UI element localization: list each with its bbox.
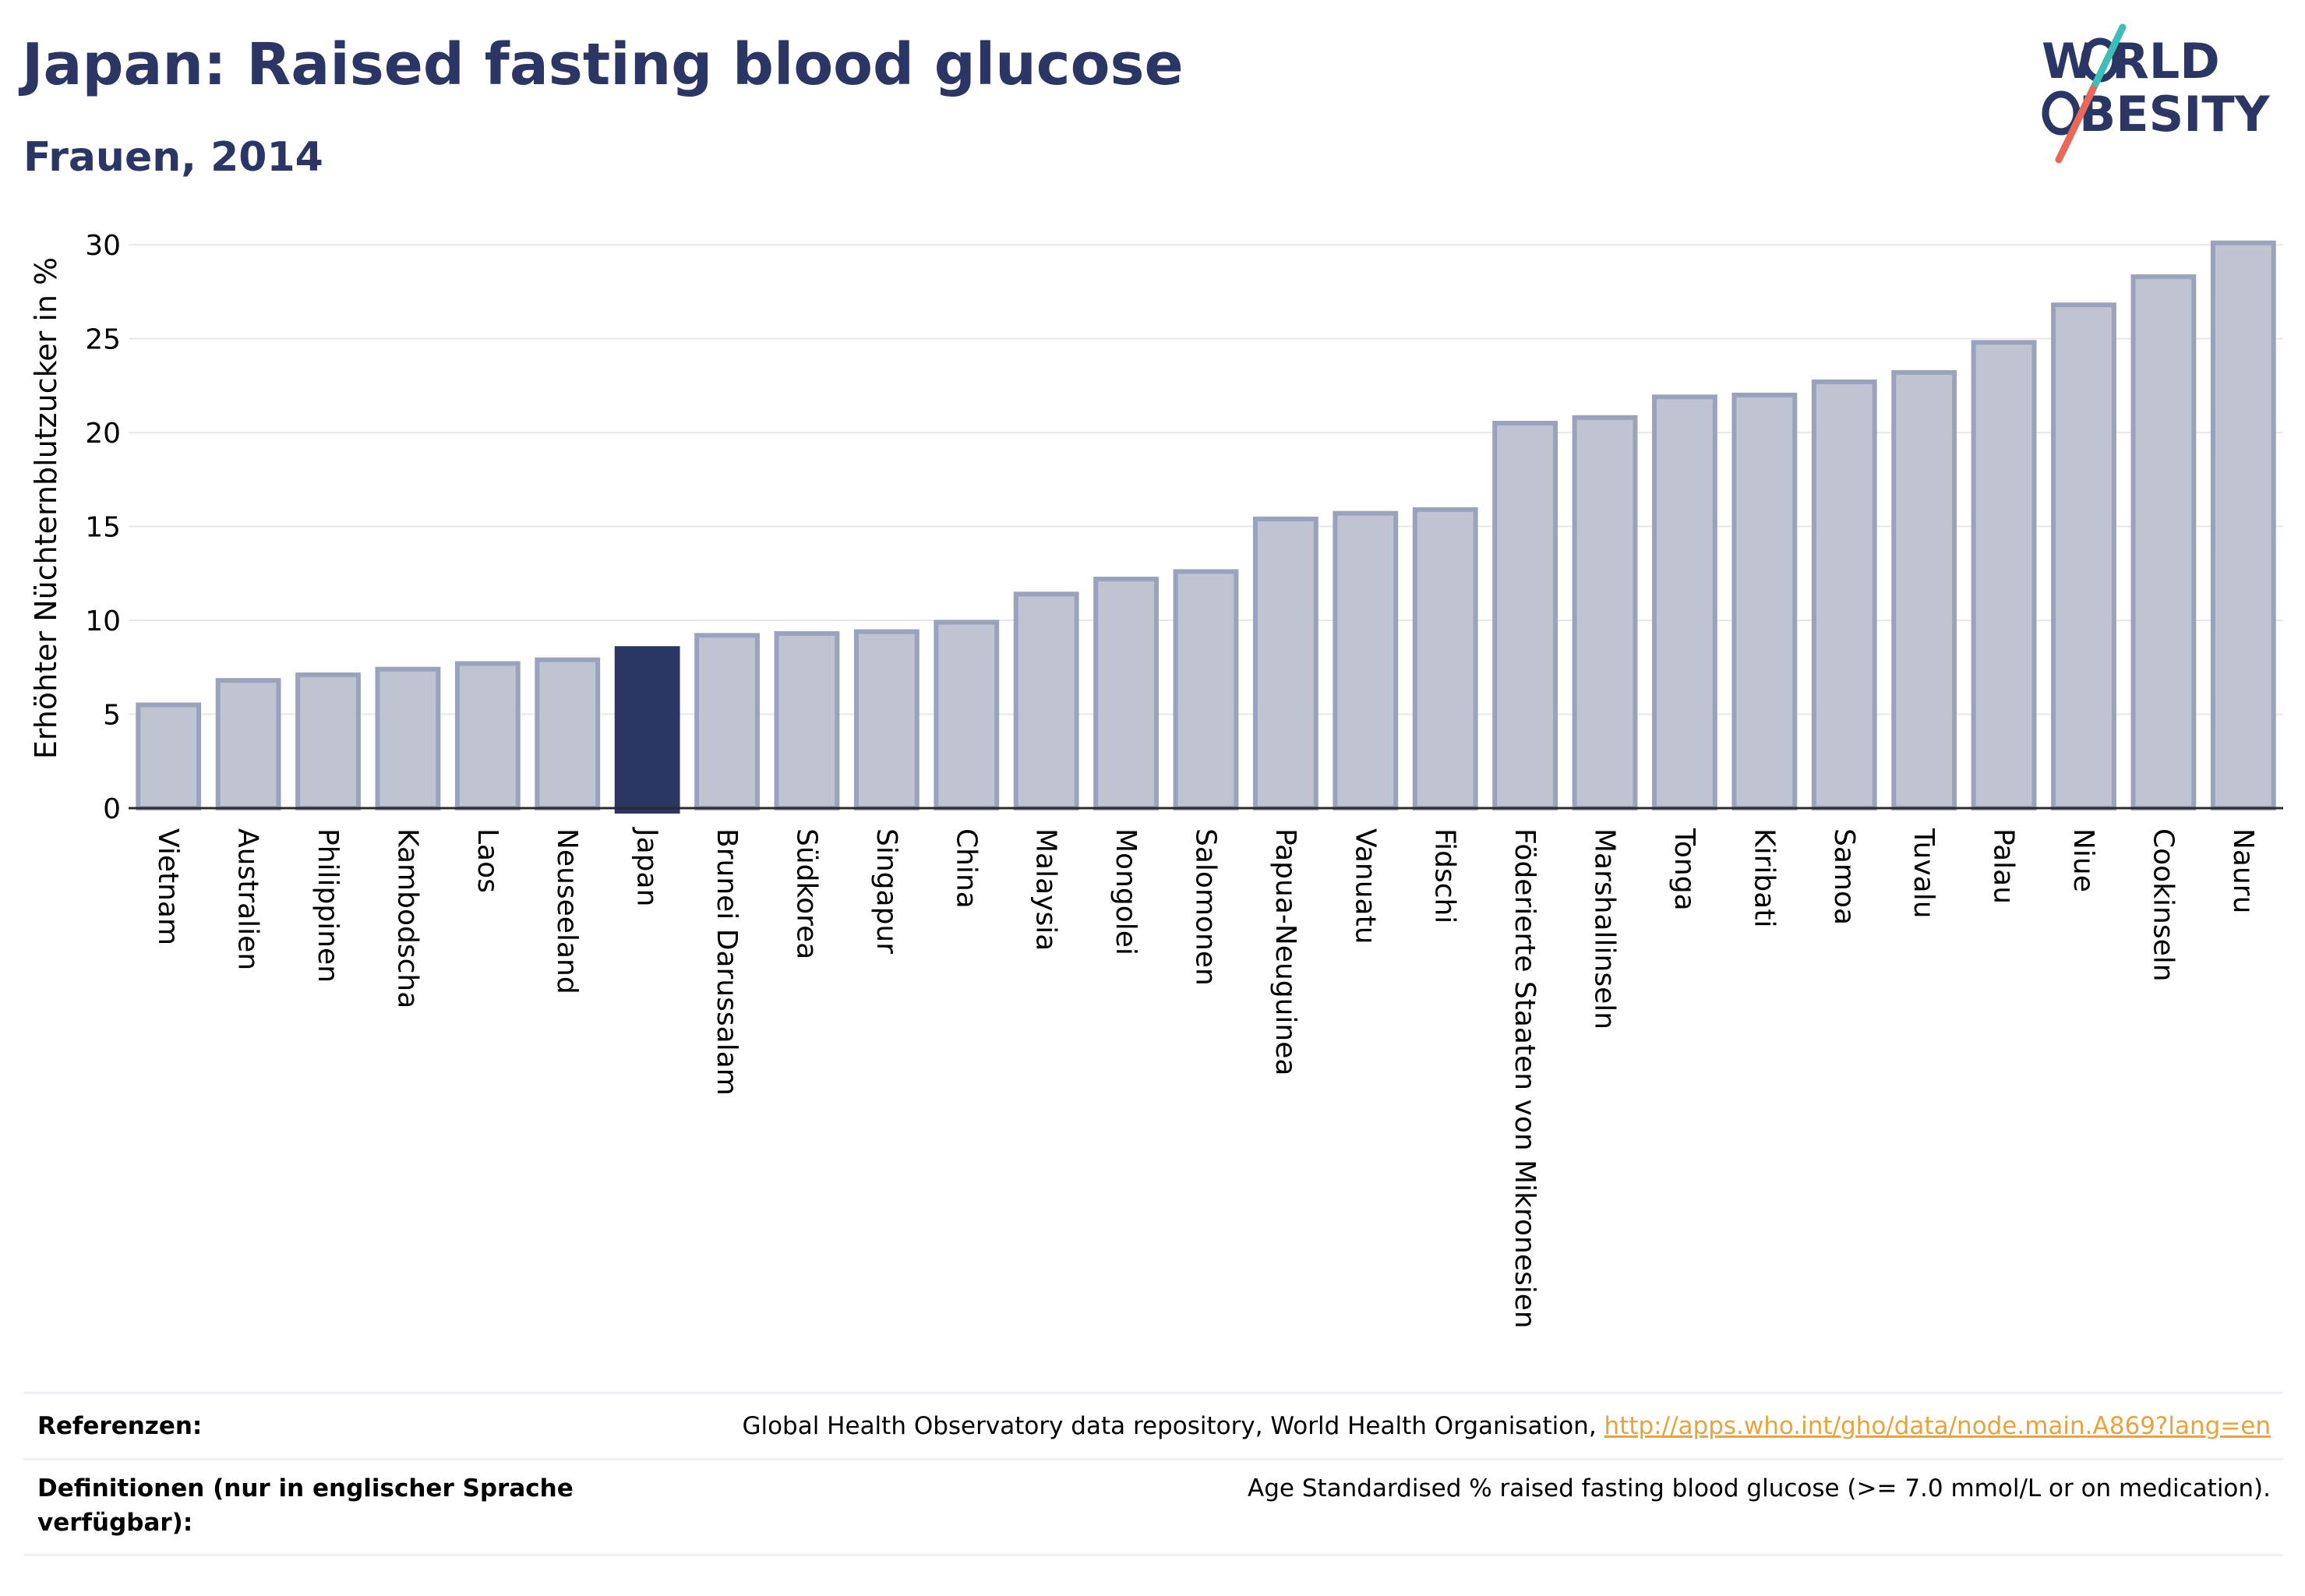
x-tick-label: Kambodscha [391,828,423,1008]
x-tick-label: Japan [631,827,663,906]
x-tick-label: Marshallinseln [1589,828,1621,1029]
bar-kiribati [1731,392,1798,810]
bar-papua-neuguinea [1252,516,1318,810]
bar-cookinseln [2130,274,2197,810]
x-tick-label: Niue [2067,828,2099,892]
bar-tuvalu [1891,369,1957,810]
x-tick-label: Mongolei [1110,828,1142,955]
x-tick-label: Neuseeland [551,828,583,994]
bar-föderierte-staaten-von-mikronesien [1492,421,1558,810]
x-tick-label: Föderierte Staaten von Mikronesien [1509,828,1541,1329]
bar-australien [215,678,281,810]
x-tick-label: Südkorea [790,828,822,959]
y-tick-label: 0 [103,793,121,825]
bar-kambodscha [375,666,441,811]
x-tick-label: Australien [232,828,264,970]
x-tick-label: Singapur [870,828,902,954]
bar-singapur [853,629,920,810]
logo-line1: W RLD [2042,33,2220,90]
bar-niue [2051,302,2116,810]
x-tick-label: Vanuatu [1349,828,1381,945]
x-tick-label: Tuvalu [1908,828,1940,919]
x-tick-label: Philippinen [312,828,344,983]
x-tick-label: Palau [1988,828,2020,904]
chart-subtitle: Frauen, 2014 [23,134,323,181]
bar-philippinen [295,672,361,810]
y-tick-label: 20 [85,418,121,450]
x-tick-label: Samoa [1828,828,1860,925]
y-tick-labels: 0 5 10 15 20 25 30 [85,230,121,825]
references-label: Referenzen: [37,1412,203,1440]
bar-tonga [1652,394,1717,810]
logo-slash-teal [2089,23,2127,93]
bar-vanuatu [1333,510,1399,811]
bar-palau [1971,340,2037,810]
bar-vietnam [136,702,202,810]
bar-samoa [1811,380,1877,810]
x-tick-label: China [950,828,982,909]
y-tick-label: 30 [85,230,121,262]
x-tick-label: Kiribati [1748,828,1780,927]
world-obesity-logo: W RLD BESITY [2042,23,2271,164]
x-tick-label: Cookinseln [2147,828,2179,982]
bar-mongolei [1093,577,1160,810]
definitions-label: Definitionen (nur in englischer Sprache … [37,1474,574,1537]
bar-nauru [2210,240,2276,811]
y-axis-label: Erhöhter Nüchternblutzucker in % [29,257,63,759]
x-tick-labels: Vietnam Australien Philippinen Kambodscha La… [152,827,2259,1329]
x-tick-label: Laos [471,828,503,893]
logo-slash-coral [2055,85,2097,164]
x-tick-label: Fidschi [1429,828,1461,923]
references-link[interactable]: http://apps.who.int/gho/data/node.main.A… [1604,1412,2271,1440]
bar-chart: 0 5 10 15 20 25 30 Vietnam Australien Philippine… [29,230,2283,1329]
x-tick-label: Tonga [1668,828,1700,911]
x-tick-label: Vietnam [152,828,184,945]
bar-japan [614,646,680,814]
bar-neuseeland [535,657,601,811]
x-tick-label: Papua-Neuguinea [1269,828,1301,1075]
bar-brunei-darussalam [694,633,760,811]
y-tick-label: 10 [85,606,121,637]
y-tick-label: 5 [103,700,121,732]
logo-line2: BESITY [2079,86,2271,143]
bar-südkorea [774,630,840,811]
footer-row-references: Referenzen: Global Health Observatory da… [23,1392,2283,1458]
bars [136,240,2276,814]
footer-table: Referenzen: Global Health Observatory da… [23,1392,2283,1556]
references-value: Global Health Observatory data repositor… [742,1409,2271,1443]
footer-row-definitions: Definitionen (nur in englischer Sprache … [23,1458,2283,1556]
bar-china [934,620,1000,811]
y-tick-label: 15 [85,512,121,544]
x-tick-label: Salomonen [1190,828,1222,986]
bar-salomonen [1173,569,1239,810]
bar-marshallinseln [1572,415,1638,810]
x-tick-label: Malaysia [1030,828,1062,951]
definitions-value: Age Standardised % raised fasting blood … [1248,1474,2271,1502]
bar-fidschi [1412,507,1478,810]
y-tick-label: 25 [85,324,121,356]
logo-o-lower [2042,90,2081,136]
chart-title: Japan: Raised fasting blood glucose [22,31,1184,98]
x-tick-label: Nauru [2227,828,2259,913]
references-text: Global Health Observatory data repositor… [742,1412,1597,1440]
x-tick-label: Brunei Darussalam [711,828,743,1096]
bar-malaysia [1013,591,1079,810]
bar-laos [454,661,521,810]
